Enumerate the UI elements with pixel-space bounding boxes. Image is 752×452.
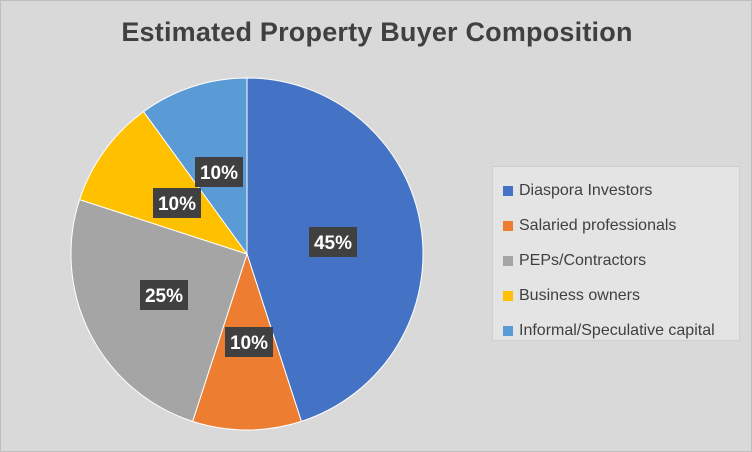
data-label-box (225, 327, 273, 357)
data-label-text: 10% (230, 333, 268, 354)
data-label-text: 45% (314, 233, 352, 254)
data-label-text: 25% (145, 286, 183, 307)
legend-item-diaspora-investors: Diaspora Investors (503, 173, 739, 208)
data-label-text: 10% (200, 163, 238, 184)
legend-label: PEPs/Contractors (519, 251, 647, 269)
pie-slice-business-owners (78, 110, 249, 255)
data-label-informal-speculative-capital: 10% (195, 157, 243, 187)
legend-label: Diaspora Investors (519, 181, 653, 199)
legend-item-peps-contractors: PEPs/Contractors (503, 243, 739, 278)
pie-slice-peps-contractors (70, 198, 248, 423)
legend-label: Business owners (519, 286, 640, 304)
data-label-text: 10% (158, 194, 196, 215)
legend-swatch (503, 255, 513, 266)
legend-item-business-owners: Business owners (503, 278, 739, 313)
legend-label: Informal/Speculative capital (519, 321, 715, 339)
data-label-salaried-professionals: 10% (225, 327, 273, 357)
data-label-business-owners: 10% (153, 188, 201, 218)
data-label-box (309, 227, 357, 257)
legend-label: Salaried professionals (519, 216, 677, 234)
legend-swatch (503, 290, 513, 301)
legend-item-salaried-professionals: Salaried professionals (503, 208, 739, 243)
chart-title: Estimated Property Buyer Composition (121, 17, 633, 47)
legend-swatch (503, 220, 513, 231)
data-label-box (153, 188, 201, 218)
data-label-box (140, 280, 188, 310)
data-label-peps-contractors: 25% (140, 280, 188, 310)
legend-swatch (503, 185, 513, 196)
legend: Diaspora Investors Salaried professionals… (492, 166, 740, 341)
data-label-box (195, 157, 243, 187)
data-label-diaspora-investors: 45% (309, 227, 357, 257)
legend-swatch (503, 325, 513, 336)
legend-item-informal-speculative-capital: Informal/Speculative capital (503, 313, 739, 348)
